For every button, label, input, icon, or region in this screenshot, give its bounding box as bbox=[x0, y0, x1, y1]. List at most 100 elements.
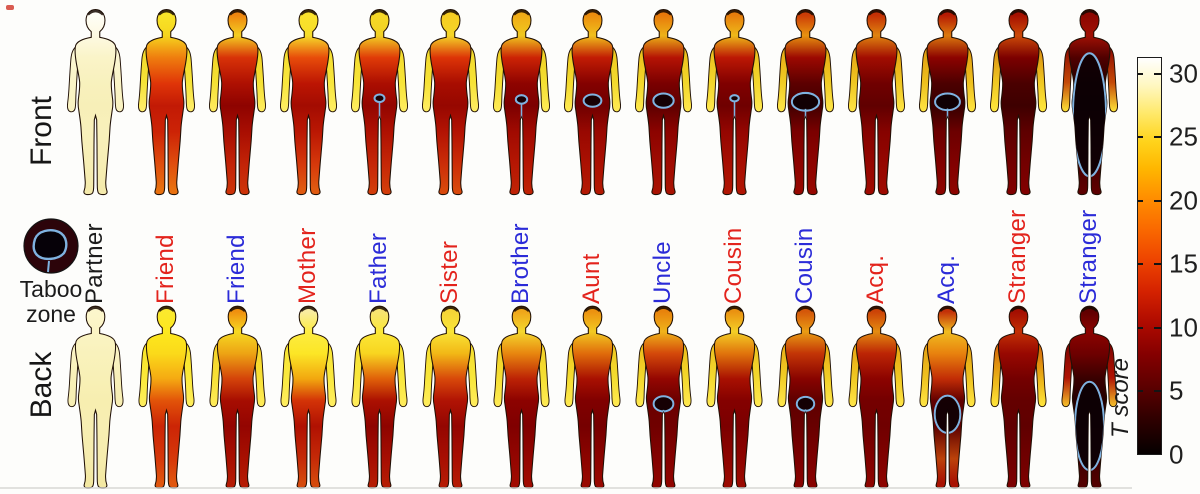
hair-mark bbox=[726, 306, 743, 313]
body-back-mother-f bbox=[280, 305, 337, 489]
body-cell bbox=[912, 303, 983, 491]
colorbar-tick-5: 5 bbox=[1169, 375, 1184, 406]
body-cell bbox=[415, 303, 486, 491]
hair-mark bbox=[655, 306, 672, 313]
body-cell bbox=[841, 303, 912, 491]
body-front-aunt-f bbox=[563, 8, 622, 196]
label-cell: Friend bbox=[131, 200, 202, 304]
column-label-cousin-f: Cousin bbox=[719, 227, 747, 304]
hair-mark bbox=[726, 9, 743, 16]
body-front-brother-m bbox=[492, 8, 551, 196]
body-front-partner-n bbox=[66, 8, 125, 196]
hair-mark bbox=[371, 306, 388, 313]
hair-mark bbox=[1010, 306, 1027, 313]
hair-mark bbox=[868, 9, 885, 16]
body-front-stranger-f bbox=[989, 8, 1048, 196]
body-cell bbox=[770, 6, 841, 198]
back-row-label: Back bbox=[25, 351, 58, 419]
body-back-brother-m bbox=[493, 305, 550, 489]
taboo-legend-line2: zone bbox=[26, 301, 76, 327]
hair-mark bbox=[584, 306, 601, 313]
bottom-edge-line bbox=[0, 487, 1132, 489]
body-front-friend-f bbox=[137, 8, 196, 196]
column-label-partner-n: Partner bbox=[80, 223, 108, 304]
label-cell: Cousin bbox=[770, 200, 841, 304]
hair-mark bbox=[584, 9, 601, 16]
hair-mark bbox=[1081, 9, 1098, 16]
body-back-cousin-m bbox=[777, 305, 834, 489]
body-back-uncle-m bbox=[635, 305, 692, 489]
colorbar-tickmark-left bbox=[1138, 199, 1143, 202]
hair-mark bbox=[371, 9, 388, 16]
body-cell bbox=[486, 303, 557, 491]
column-label-stranger-f: Stranger bbox=[1003, 209, 1031, 304]
hair-mark bbox=[158, 306, 175, 313]
body-back-friend-m bbox=[209, 305, 266, 489]
column-label-friend-m: Friend bbox=[222, 234, 250, 304]
body-cell bbox=[202, 6, 273, 198]
hair-mark bbox=[87, 306, 104, 313]
body-cell bbox=[415, 6, 486, 198]
label-cell: Brother bbox=[486, 200, 557, 304]
colorbar-tick-25: 25 bbox=[1169, 121, 1198, 152]
colorbar-axis-label: T score bbox=[1107, 357, 1134, 439]
colorbar-tick-20: 20 bbox=[1169, 185, 1198, 216]
body-front-friend-m bbox=[208, 8, 267, 196]
hair-mark bbox=[797, 9, 814, 16]
artifact-mark bbox=[6, 5, 14, 10]
body-cell bbox=[912, 6, 983, 198]
colorbar-tickmark-left bbox=[1138, 72, 1143, 75]
column-label-stranger-m: Stranger bbox=[1074, 209, 1102, 304]
body-front-father-m bbox=[350, 8, 409, 196]
body-front-cousin-f bbox=[705, 8, 764, 196]
colorbar-tickmark-right bbox=[1154, 390, 1161, 393]
label-cell: Cousin bbox=[699, 200, 770, 304]
label-cell: Sister bbox=[415, 200, 486, 304]
body-cell bbox=[344, 6, 415, 198]
colorbar-tickmark-left bbox=[1138, 390, 1143, 393]
body-back-acq-f bbox=[848, 305, 905, 489]
body-front-stranger-m bbox=[1060, 8, 1119, 196]
taboo-zone-icon bbox=[23, 218, 79, 274]
colorbar-tickmark-right bbox=[1154, 72, 1161, 75]
body-back-father-m bbox=[351, 305, 408, 489]
label-cell: Partner bbox=[60, 200, 131, 304]
column-label-sister-f: Sister bbox=[435, 240, 463, 304]
body-back-cousin-f bbox=[706, 305, 763, 489]
label-cell: Acq. bbox=[841, 200, 912, 304]
hair-mark bbox=[939, 9, 956, 16]
body-cell bbox=[60, 6, 131, 198]
body-cell bbox=[60, 303, 131, 491]
column-labels-row: Partner Friend Friend Mother Father Sist… bbox=[60, 200, 1125, 304]
label-cell: Father bbox=[344, 200, 415, 304]
colorbar-tick-0: 0 bbox=[1169, 439, 1184, 470]
body-cell bbox=[202, 303, 273, 491]
body-cell bbox=[273, 303, 344, 491]
colorbar-tickmark-left bbox=[1138, 136, 1143, 139]
body-back-stranger-f bbox=[990, 305, 1047, 489]
column-label-acq-f: Acq. bbox=[861, 254, 889, 304]
column-label-father-m: Father bbox=[364, 232, 392, 304]
column-label-acq-m: Acq. bbox=[932, 254, 960, 304]
taboo-zone-legend: Taboo zone bbox=[12, 217, 90, 327]
body-cell bbox=[273, 6, 344, 198]
hair-mark bbox=[1081, 306, 1098, 313]
hair-mark bbox=[229, 306, 246, 313]
body-cell bbox=[628, 6, 699, 198]
body-front-cousin-m bbox=[776, 8, 835, 196]
hair-mark bbox=[300, 306, 317, 313]
body-cell bbox=[344, 303, 415, 491]
body-back-sister-f bbox=[422, 305, 479, 489]
body-cell bbox=[1054, 6, 1125, 198]
hair-mark bbox=[229, 9, 246, 16]
colorbar-tickmark-right bbox=[1154, 326, 1161, 329]
body-back-partner-n bbox=[67, 305, 124, 489]
label-cell: Uncle bbox=[628, 200, 699, 304]
body-back-aunt-f bbox=[564, 305, 621, 489]
colorbar bbox=[1137, 57, 1162, 455]
label-cell: Aunt bbox=[557, 200, 628, 304]
body-back-stranger-m bbox=[1061, 305, 1118, 489]
hair-mark bbox=[868, 306, 885, 313]
taboo-legend-line1: Taboo bbox=[19, 276, 83, 302]
